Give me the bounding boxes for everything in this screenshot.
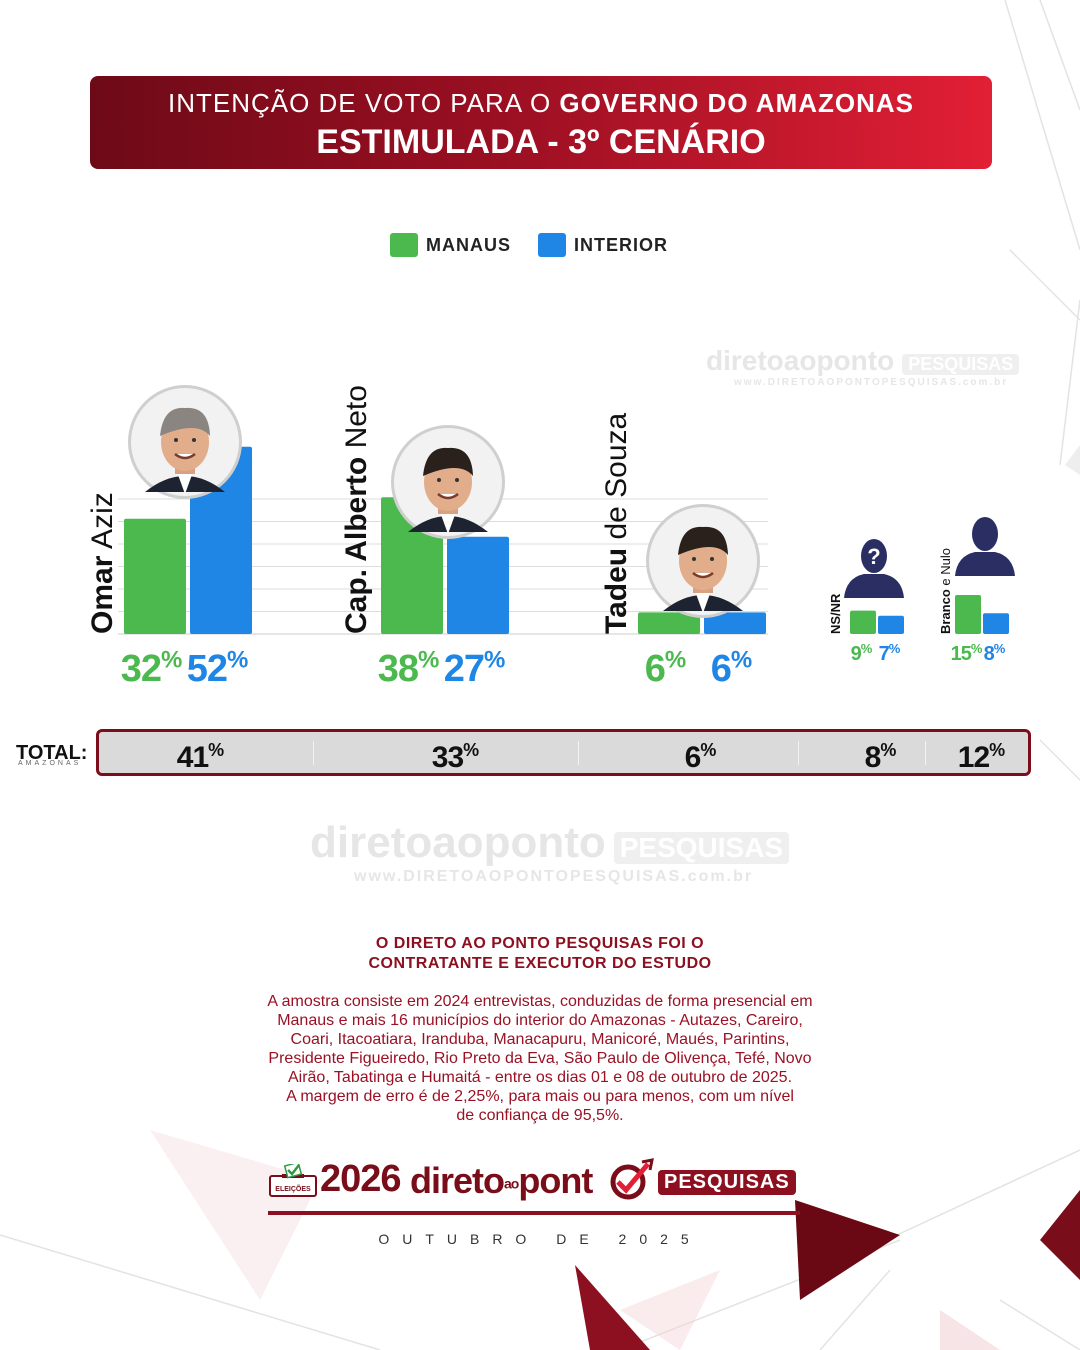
footer-logo: ELEIÇÕES 2026 diretoaopont PESQUISAS [268,1158,800,1202]
watermark-top-name: diretoaoponto [706,345,895,376]
bar-interior-3 [878,615,904,634]
bar-interior-4 [983,613,1009,634]
study-body-line: A margem de erro é de 2,25%, para mais o… [286,1088,794,1105]
total-separator [925,741,926,765]
total-value-4: 12% [957,740,1005,774]
study-methodology-text: A amostra consiste em 2024 entrevistas, … [190,992,890,1125]
footer-brand: diretoaopont [410,1160,593,1202]
legend-label-manaus: MANAUS [426,234,511,255]
title-prefix: INTENÇÃO DE VOTO PARA O [167,88,552,118]
total-bar [96,729,1031,776]
person-silhouette-icon [955,517,1015,576]
watermark-top: diretoaoponto PESQUISAS www.DIRETOAOPONTO… [706,345,1020,388]
brand-check-arrow-icon [610,1158,654,1200]
candidate-name-0: Omar Aziz [86,492,119,634]
value-label-interior-1: 27% [444,647,505,690]
ballot-box-icon: ELEIÇÕES [269,1164,317,1197]
bar-interior-1 [447,536,509,634]
watermark-middle-name: diretoaoponto [310,818,606,867]
chart-value-labels: 32% 52% 38% 27% 6% 6% 9% 7% 15% 8% [121,641,1007,690]
footer-brand-c: pont [518,1160,593,1201]
value-label-manaus-4: 15% [951,641,983,665]
footer-year: 2026 [320,1158,402,1200]
legend-item-interior: INTERIOR [538,233,668,257]
watermark-middle: diretoaoponto PESQUISAS www.DIRETOAOPONTO… [310,818,790,886]
value-label-manaus-2: 6% [645,647,686,690]
chart-candidate-names: Omar Aziz Cap. Alberto Neto Tadeu de Souza… [86,385,953,634]
legend-label-interior: INTERIOR [574,234,669,255]
title-bold: GOVERNO DO AMAZONAS [559,88,915,118]
value-label-manaus-3: 9% [851,641,873,665]
total-value-3: 8% [864,740,897,774]
value-label-interior-4: 8% [984,641,1006,665]
footer-brand-pill: PESQUISAS [658,1170,796,1195]
total-sublabel: AMAZONAS [18,760,82,767]
candidate-name-1: Cap. Alberto Neto [340,385,373,634]
bar-interior-2 [704,612,766,634]
chart-legend: MANAUS INTERIOR [0,233,1080,263]
title-banner: INTENÇÃO DE VOTO PARA O GOVERNO DO AMAZO… [90,76,992,169]
study-title-line-1: O DIRETO AO PONTO PESQUISAS FOI O [375,935,705,952]
watermark-middle-url: www.DIRETOAOPONTOPESQUISAS.com.br [354,868,754,885]
total-separator [578,741,579,765]
value-label-manaus-0: 32% [121,647,182,690]
bar-manaus-0 [124,518,186,634]
total-value-0: 41% [176,740,224,774]
question-mark-icon: ? [867,544,880,569]
total-value-2: 6% [684,740,717,774]
study-body-line: de confiança de 95,5%. [456,1107,624,1124]
total-value-1: 33% [431,740,479,774]
ballot-label: ELEIÇÕES [275,1184,311,1193]
study-body-line: Coari, Itacoatiara, Iranduba, Manacapuru… [290,1031,790,1048]
bar-manaus-4 [955,595,981,634]
candidate-name-2: Tadeu de Souza [600,412,633,634]
bar-manaus-3 [850,610,876,634]
watermark-top-url: www.DIRETOAOPONTOPESQUISAS.com.br [734,377,1009,388]
study-title: O DIRETO AO PONTO PESQUISAS FOI O CONTRA… [0,934,1080,974]
bar-manaus-2 [638,612,700,634]
watermark-top-pill: PESQUISAS [902,354,1020,375]
candidate-name-4: Branco e Nulo [938,548,953,634]
title-line-1: INTENÇÃO DE VOTO PARA O GOVERNO DO AMAZO… [90,88,992,119]
chart-avatars: ? [128,385,1015,618]
legend-swatch-interior [538,233,566,257]
candidate-photo-1 [391,425,505,539]
watermark-middle-pill: PESQUISAS [613,832,790,864]
footer-brand-b: ao [504,1175,519,1192]
footer-date: OUTUBRO DE 2025 [378,1231,702,1247]
study-body-line: A amostra consiste em 2024 entrevistas, … [267,993,813,1010]
question-person-icon: ? [844,539,904,598]
value-label-interior-3: 7% [879,641,901,665]
footer-divider [268,1211,800,1215]
footer-brand-a: direto [410,1160,505,1201]
title-line-2: ESTIMULADA - 3º CENÁRIO [316,123,766,161]
study-body-line: Presidente Figueiredo, Rio Preto da Eva,… [268,1050,812,1067]
legend-swatch-manaus [390,233,418,257]
value-label-interior-0: 52% [187,647,248,690]
study-body-line: Airão, Tabatinga e Humaitá - entre os di… [287,1069,793,1086]
candidate-photo-2 [646,504,760,618]
total-separator [313,741,314,765]
value-label-interior-2: 6% [711,647,752,690]
study-title-line-2: CONTRATANTE E EXECUTOR DO ESTUDO [368,955,712,972]
candidate-name-3: NS/NR [828,593,843,634]
study-body-line: Manaus e mais 16 municípios do interior … [277,1012,803,1029]
candidate-photo-0 [128,385,242,499]
value-label-manaus-1: 38% [378,647,439,690]
chart-bars [124,446,1009,634]
total-label: TOTAL: [16,742,88,764]
legend-item-manaus: MANAUS [390,233,511,257]
total-separator [798,741,799,765]
